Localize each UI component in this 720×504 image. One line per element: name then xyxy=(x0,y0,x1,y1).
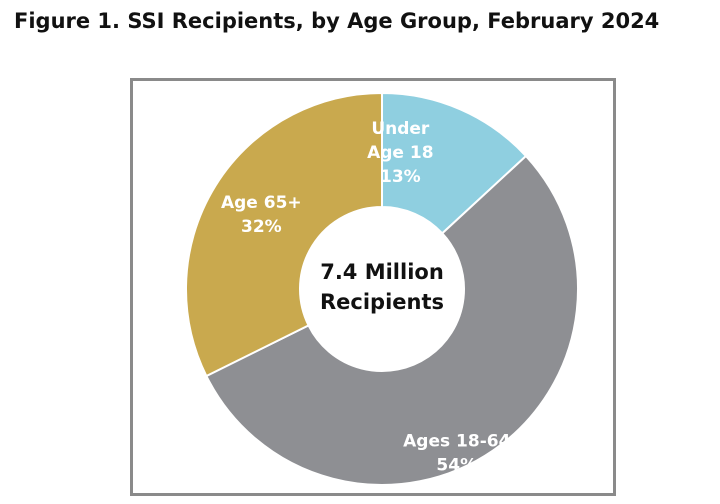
slice-ages-18-64 xyxy=(205,154,579,486)
center-label-layer: 7.4 Million Recipients xyxy=(320,260,444,314)
figure-title: Figure 1. SSI Recipients, by Age Group, … xyxy=(14,9,660,33)
slice-label-age-65-: Age 65+ 32% xyxy=(221,193,302,237)
slice-label-ages-18-64: Ages 18-64 54% xyxy=(403,432,510,476)
slice-age-65- xyxy=(185,91,383,378)
slice-labels-layer: Under Age 18 13% Ages 18-64 54% Age 65+ 32% xyxy=(221,119,511,476)
slice-label-under-age-18: Under Age 18 13% xyxy=(367,119,433,187)
donut-chart: Under Age 18 13% Ages 18-64 54% Age 65+ 32% 7.… xyxy=(185,91,579,486)
center-label: 7.4 Million Recipients xyxy=(320,260,444,314)
slices-layer xyxy=(185,91,579,486)
chart-frame: Under Age 18 13% Ages 18-64 54% Age 65+ 32% 7.… xyxy=(130,78,616,496)
slice-under-age-18 xyxy=(381,91,528,235)
